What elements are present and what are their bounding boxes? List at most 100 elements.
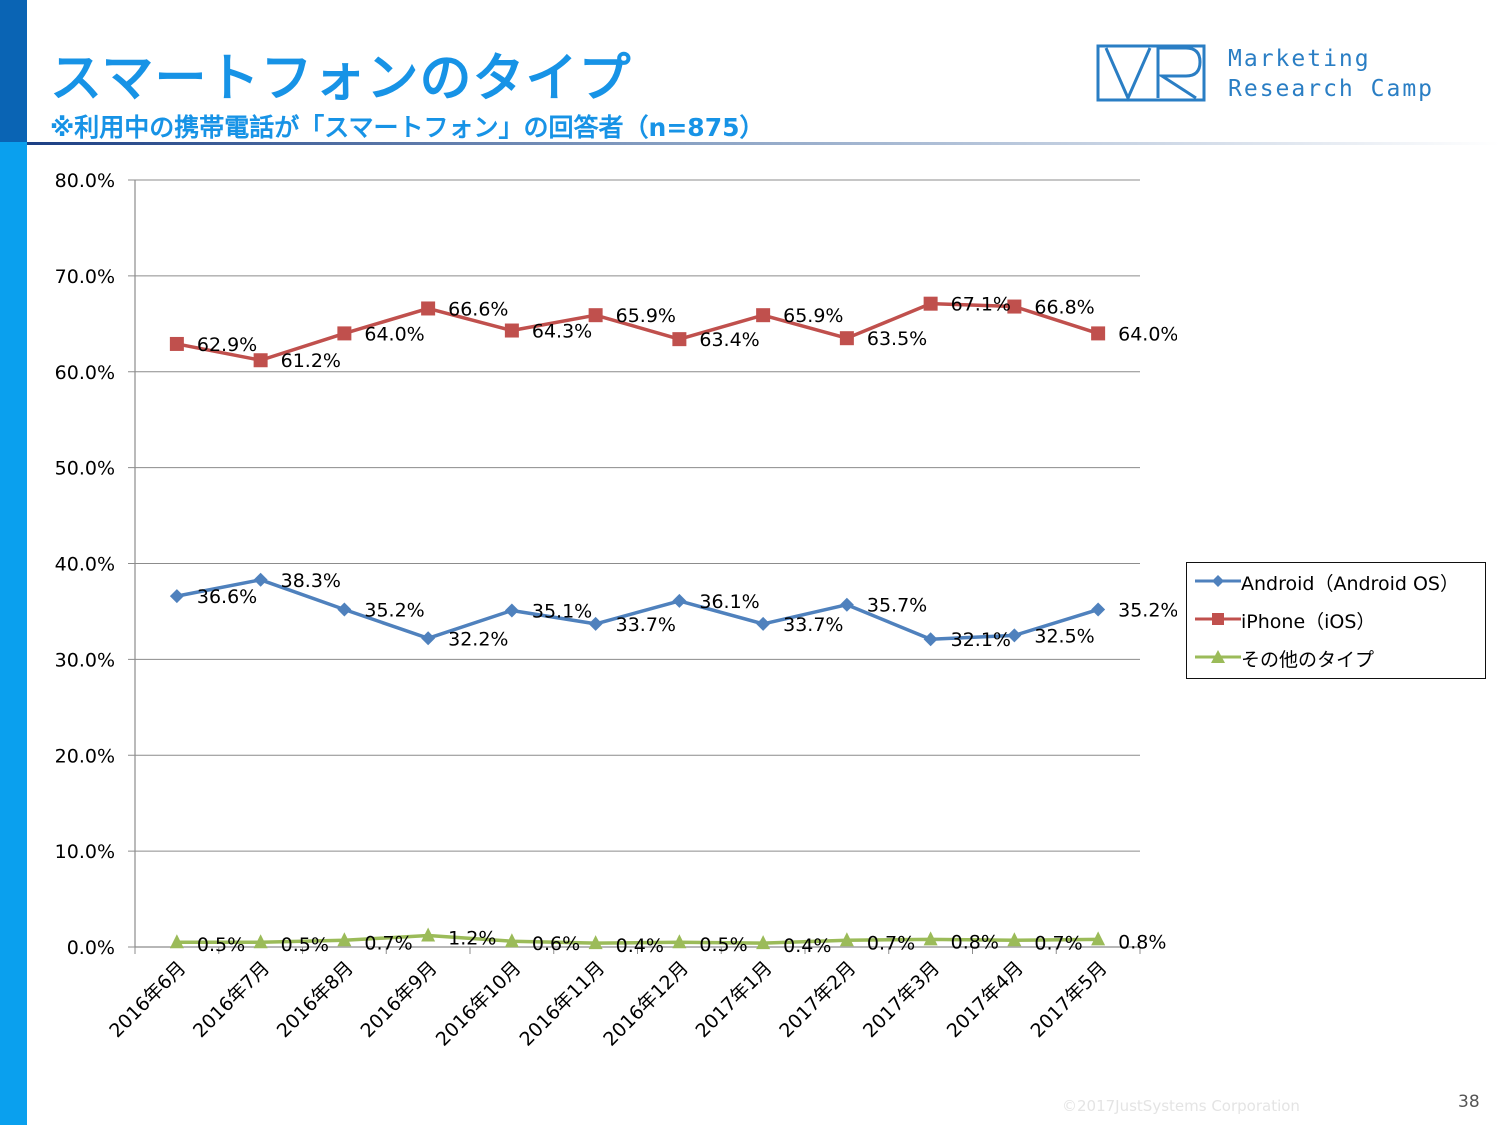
data-point-other [504, 933, 519, 948]
data-label: 38.3% [281, 570, 341, 592]
y-tick-label: 30.0% [55, 649, 115, 671]
legend-item-other: その他のタイプ [1187, 642, 1485, 672]
data-label: 32.2% [448, 628, 508, 650]
data-point-other [672, 934, 687, 949]
y-tick-label: 10.0% [55, 841, 115, 863]
data-label: 0.7% [1034, 932, 1082, 954]
title-divider [27, 142, 1500, 145]
data-point-other [421, 927, 436, 942]
series-line-1 [176, 301, 1099, 362]
data-point-iphone [839, 331, 854, 346]
data-point-iphone [253, 353, 268, 368]
x-tick-label: 2016年7月 [189, 957, 274, 1042]
data-point-android [421, 631, 436, 646]
data-point-iphone [1007, 299, 1022, 314]
data-label: 36.1% [699, 591, 759, 613]
data-point-iphone [169, 336, 184, 351]
android-series-icon [1195, 575, 1241, 587]
data-label: 35.2% [364, 600, 424, 622]
series-line-0 [176, 578, 1099, 641]
data-point-android [169, 589, 184, 604]
data-label: 36.6% [197, 586, 257, 608]
x-tick-label: 2017年5月 [1026, 957, 1111, 1042]
data-point-iphone [588, 308, 603, 323]
data-label: 0.8% [1118, 931, 1166, 953]
sidebar-accent-light [0, 142, 27, 1125]
page-number: 38 [1458, 1092, 1480, 1112]
data-label: 64.0% [1118, 323, 1177, 345]
data-point-other [1007, 932, 1022, 947]
data-label: 0.5% [281, 934, 329, 956]
data-point-android [839, 597, 854, 612]
data-label: 35.2% [1118, 600, 1177, 622]
data-label: 32.1% [951, 629, 1011, 651]
data-label: 63.4% [699, 329, 759, 351]
data-label: 65.9% [783, 305, 843, 327]
data-label: 0.4% [616, 935, 664, 957]
data-label: 67.1% [951, 294, 1011, 316]
sidebar-accent-dark [0, 0, 27, 142]
x-tick-label: 2017年2月 [775, 957, 860, 1042]
data-point-iphone [504, 323, 519, 338]
data-point-android [756, 616, 771, 631]
data-label: 64.3% [532, 321, 592, 343]
data-point-android [337, 602, 352, 617]
copyright-text: ©2017JustSystems Corporation [1062, 1097, 1300, 1115]
x-tick-label: 2016年6月 [105, 957, 190, 1042]
data-label: 33.7% [783, 614, 843, 636]
data-point-other [169, 934, 184, 949]
data-label: 0.5% [699, 934, 747, 956]
y-tick-label: 50.0% [55, 458, 115, 480]
data-point-android [504, 603, 519, 618]
data-label: 66.8% [1034, 297, 1094, 319]
legend-label-android: Android（Android OS） [1241, 573, 1459, 595]
data-point-android [588, 616, 603, 631]
data-label: 0.8% [951, 931, 999, 953]
data-label: 0.4% [783, 935, 831, 957]
data-label: 62.9% [197, 334, 257, 356]
company-logo: Marketing Research Camp [1096, 44, 1491, 106]
data-point-iphone [756, 308, 771, 323]
x-tick-label: 2017年4月 [943, 957, 1028, 1042]
data-label: 63.5% [867, 328, 927, 350]
y-tick-label: 60.0% [55, 362, 115, 384]
data-point-other [337, 932, 352, 947]
data-point-android [923, 632, 938, 647]
iphone-series-icon [1195, 613, 1241, 625]
x-tick-label: 2017年1月 [691, 957, 776, 1042]
data-label: 32.5% [1034, 625, 1094, 647]
logo-text-research-camp: Research Camp [1228, 76, 1435, 102]
data-label: 0.5% [197, 934, 245, 956]
logo-mark-icon [1096, 44, 1206, 102]
legend-label-iphone: iPhone（iOS） [1241, 611, 1376, 633]
data-point-iphone [421, 301, 436, 316]
x-tick-label: 2016年10月 [432, 957, 526, 1051]
x-tick-label: 2016年12月 [599, 957, 693, 1051]
data-point-iphone [1091, 326, 1106, 341]
data-label: 66.6% [448, 298, 508, 320]
data-label: 1.2% [448, 927, 496, 949]
y-tick-label: 80.0% [55, 170, 115, 192]
data-label: 0.7% [867, 932, 915, 954]
x-tick-label: 2016年11月 [515, 957, 609, 1051]
series-line-2 [176, 933, 1099, 945]
chart-legend: Android（Android OS） iPhone（iOS） その他のタイプ [1186, 562, 1486, 679]
logo-text-marketing: Marketing [1228, 46, 1371, 72]
data-point-android [672, 593, 687, 608]
data-label: 35.7% [867, 595, 927, 617]
x-tick-label: 2016年9月 [356, 957, 441, 1042]
data-point-other [923, 931, 938, 946]
legend-item-android: Android（Android OS） [1187, 566, 1485, 596]
data-label: 64.0% [364, 323, 424, 345]
y-tick-label: 40.0% [55, 554, 115, 576]
x-tick-label: 2016年8月 [273, 957, 358, 1042]
data-point-iphone [337, 326, 352, 341]
legend-label-other: その他のタイプ [1241, 649, 1375, 671]
data-point-android [253, 572, 268, 587]
x-tick-label: 2017年3月 [859, 957, 944, 1042]
data-point-android [1091, 602, 1106, 617]
data-point-android [1007, 628, 1022, 643]
data-point-other [588, 935, 603, 950]
page-subtitle: ※利用中の携帯電話が「スマートフォン」の回答者（n=875） [50, 113, 765, 142]
y-tick-label: 20.0% [55, 745, 115, 767]
